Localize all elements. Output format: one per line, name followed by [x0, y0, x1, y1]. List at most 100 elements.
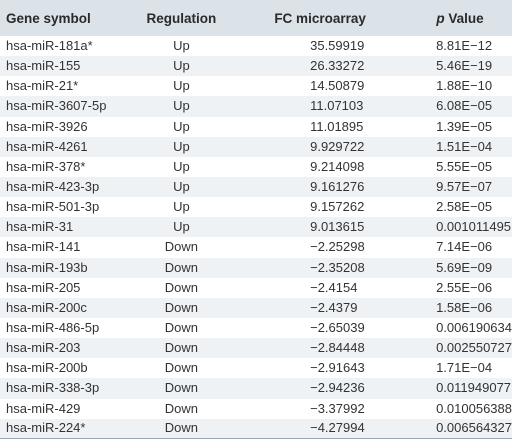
- regulation-cell: Down: [130, 297, 233, 318]
- gene-symbol-cell: hsa-miR-3926: [0, 116, 131, 137]
- fc-value-cell: −2.84448: [232, 338, 409, 359]
- header-p-value: p Value: [408, 0, 512, 36]
- gene-symbol-cell: hsa-miR-141: [0, 237, 131, 258]
- gene-symbol-cell: hsa-miR-31: [0, 217, 131, 238]
- fc-value-cell: −2.91643: [232, 358, 409, 379]
- p-value-cell: 9.57E−07: [408, 176, 512, 198]
- header-regulation: Regulation: [130, 0, 233, 36]
- regulation-cell: Down: [130, 257, 233, 278]
- regulation-cell: Down: [130, 338, 233, 359]
- table-row: hsa-miR-205 Down −2.4154 2.55E−06: [0, 277, 512, 298]
- regulation-cell: Up: [130, 136, 233, 157]
- p-value-cell: 0.001011495: [408, 217, 512, 238]
- fc-value-cell: 9.929722: [232, 136, 409, 157]
- table-row: hsa-miR-338-3p Down −2.94236 0.011949077: [0, 378, 512, 399]
- fc-value-cell: −4.27994: [232, 418, 409, 439]
- gene-symbol-cell: hsa-miR-181a*: [0, 36, 131, 57]
- gene-symbol-cell: hsa-miR-21*: [0, 76, 131, 97]
- gene-symbol-cell: hsa-miR-4261: [0, 136, 131, 157]
- p-value-cell: 0.010056388: [408, 398, 512, 419]
- fc-value-cell: −2.4154: [232, 277, 409, 298]
- gene-symbol-cell: hsa-miR-224*: [0, 418, 131, 439]
- table-body: hsa-miR-181a* Up 35.59919 8.81E−12 hsa-miR-1…: [0, 36, 512, 439]
- header-fc-microarray: FC microarray: [232, 0, 409, 36]
- table-row: hsa-miR-378* Up 9.214098 5.55E−05: [0, 156, 512, 177]
- p-value-cell: 8.81E−12: [408, 36, 512, 57]
- gene-symbol-cell: hsa-miR-423-3p: [0, 176, 131, 198]
- gene-symbol-cell: hsa-miR-501-3p: [0, 197, 131, 218]
- header-p-italic: p: [436, 10, 445, 26]
- regulation-cell: Up: [130, 76, 233, 97]
- table-row: hsa-miR-4261 Up 9.929722 1.51E−04: [0, 136, 512, 157]
- gene-symbol-cell: hsa-miR-203: [0, 338, 131, 359]
- p-value-cell: 5.69E−09: [408, 257, 512, 278]
- regulation-cell: Up: [130, 217, 233, 238]
- table-row: hsa-miR-224* Down −4.27994 0.006564327: [0, 418, 512, 439]
- p-value-cell: 0.006190634: [408, 317, 512, 339]
- regulation-cell: Down: [130, 358, 233, 379]
- regulation-cell: Up: [130, 197, 233, 218]
- gene-symbol-cell: hsa-miR-200b: [0, 358, 131, 379]
- table-row: hsa-miR-3607-5p Up 11.07103 6.08E−05: [0, 96, 512, 117]
- fc-value-cell: 35.59919: [232, 36, 409, 57]
- regulation-cell: Up: [130, 176, 233, 198]
- regulation-cell: Down: [130, 277, 233, 298]
- gene-symbol-cell: hsa-miR-338-3p: [0, 378, 131, 399]
- table-row: hsa-miR-423-3p Up 9.161276 9.57E−07: [0, 176, 512, 198]
- table-row: hsa-miR-181a* Up 35.59919 8.81E−12: [0, 36, 512, 57]
- fc-value-cell: −2.25298: [232, 237, 409, 258]
- p-value-cell: 2.58E−05: [408, 197, 512, 218]
- p-value-cell: 1.51E−04: [408, 136, 512, 157]
- regulation-cell: Up: [130, 116, 233, 137]
- regulation-cell: Down: [130, 237, 233, 258]
- regulation-cell: Down: [130, 378, 233, 399]
- table-row: hsa-miR-429 Down −3.37992 0.010056388: [0, 398, 512, 419]
- p-value-cell: 0.006564327: [408, 418, 512, 439]
- regulation-cell: Up: [130, 36, 233, 57]
- gene-symbol-cell: hsa-miR-3607-5p: [0, 96, 131, 117]
- table-header: Gene symbol Regulation FC microarray p V…: [0, 0, 512, 36]
- table-row: hsa-miR-3926 Up 11.01895 1.39E−05: [0, 116, 512, 137]
- p-value-cell: 1.39E−05: [408, 116, 512, 137]
- table-row: hsa-miR-203 Down −2.84448 0.002550727: [0, 338, 512, 359]
- header-gene-symbol: Gene symbol: [0, 0, 131, 36]
- fc-value-cell: 9.161276: [232, 176, 409, 198]
- fc-value-cell: 9.157262: [232, 197, 409, 218]
- fc-value-cell: 11.01895: [232, 116, 409, 137]
- regulation-cell: Up: [130, 156, 233, 177]
- gene-symbol-cell: hsa-miR-378*: [0, 156, 131, 177]
- fc-value-cell: −2.94236: [232, 378, 409, 399]
- fc-value-cell: 9.214098: [232, 156, 409, 177]
- p-value-cell: 5.55E−05: [408, 156, 512, 177]
- p-value-cell: 0.002550727: [408, 338, 512, 359]
- gene-symbol-cell: hsa-miR-193b: [0, 257, 131, 278]
- regulation-cell: Down: [130, 418, 233, 439]
- fc-value-cell: 11.07103: [232, 96, 409, 117]
- gene-symbol-cell: hsa-miR-205: [0, 277, 131, 298]
- header-p-suffix: Value: [444, 10, 484, 26]
- p-value-cell: 1.71E−04: [408, 358, 512, 379]
- gene-symbol-cell: hsa-miR-200c: [0, 297, 131, 318]
- p-value-cell: 1.58E−06: [408, 297, 512, 318]
- table-row: hsa-miR-141 Down −2.25298 7.14E−06: [0, 237, 512, 258]
- fc-value-cell: −2.35208: [232, 257, 409, 278]
- gene-symbol-cell: hsa-miR-486-5p: [0, 317, 131, 339]
- table-row: hsa-miR-486-5p Down −2.65039 0.006190634: [0, 317, 512, 339]
- regulation-cell: Down: [130, 398, 233, 419]
- fc-value-cell: −2.4379: [232, 297, 409, 318]
- fc-value-cell: −3.37992: [232, 398, 409, 419]
- table-row: hsa-miR-21* Up 14.50879 1.88E−10: [0, 76, 512, 97]
- regulation-cell: Up: [130, 56, 233, 77]
- p-value-cell: 6.08E−05: [408, 96, 512, 117]
- regulation-cell: Up: [130, 96, 233, 117]
- p-value-cell: 7.14E−06: [408, 237, 512, 258]
- gene-symbol-cell: hsa-miR-429: [0, 398, 131, 419]
- table-row: hsa-miR-155 Up 26.33272 5.46E−19: [0, 56, 512, 77]
- p-value-cell: 2.55E−06: [408, 277, 512, 298]
- table-row: hsa-miR-200c Down −2.4379 1.58E−06: [0, 297, 512, 318]
- p-value-cell: 0.011949077: [408, 378, 512, 399]
- fc-value-cell: 9.013615: [232, 217, 409, 238]
- gene-symbol-cell: hsa-miR-155: [0, 56, 131, 77]
